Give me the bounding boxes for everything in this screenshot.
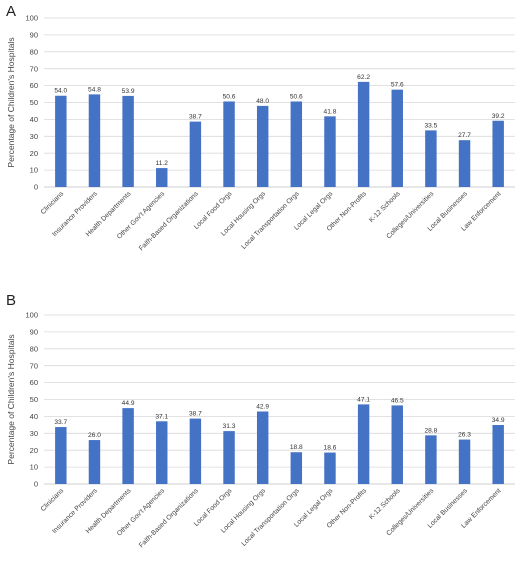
y-tick-label: 70 [30,64,38,73]
data-label: 62.2 [357,74,370,81]
bar [156,168,168,187]
data-label: 33.7 [54,419,67,426]
bar [122,95,134,187]
data-label: 48.0 [256,98,269,105]
y-tick-label: 30 [30,132,38,141]
data-label: 57.6 [391,82,404,89]
y-tick-label: 30 [30,429,38,438]
category-label: Faith-Based Organizations [138,190,200,252]
category-label: K-12 Schools [368,190,402,224]
data-label: 38.7 [189,411,202,418]
data-label: 38.7 [189,114,202,121]
bar [458,140,471,187]
y-tick-label: 10 [30,463,38,472]
data-label: 44.9 [122,400,135,407]
bar [223,431,235,484]
bar [122,408,134,484]
y-tick-label: 10 [30,166,38,175]
bar [425,130,437,187]
bar [223,101,235,187]
y-tick-label: 60 [30,81,38,90]
category-label: Clinicians [40,190,66,216]
bar [492,120,504,187]
y-axis-label: Percentage of Children's Hospitals [6,334,16,464]
data-label: 31.3 [223,423,236,430]
data-label: 54.8 [88,86,101,93]
bar [458,439,471,484]
bar [425,435,437,484]
y-tick-label: 60 [30,378,38,387]
y-tick-label: 0 [34,183,38,192]
y-tick-label: 100 [25,14,38,23]
data-label: 11.2 [156,160,169,167]
bar [256,105,269,187]
bar [391,405,403,484]
bar [88,94,101,187]
y-tick-label: 80 [30,47,38,56]
category-label: Local Transportation Orgs [240,190,301,251]
category-label: Local Transportation Orgs [240,487,301,548]
bar [357,404,370,484]
category-label: Clinicians [40,487,66,513]
y-tick-label: 40 [30,115,38,124]
y-tick-label: 70 [30,361,38,370]
chart-panel-b: B 0 10 20 30 40 50 60 70 80 90 100 Percentage of Chi… [6,292,515,549]
bar [189,418,202,484]
bar [156,421,168,484]
panel-label: B [6,292,16,309]
bar [55,427,67,484]
bar [492,425,504,484]
bar [290,101,303,187]
bar [324,452,336,484]
data-label: 54.0 [54,88,67,95]
y-tick-label: 20 [30,446,38,455]
data-label: 50.6 [290,93,303,100]
panel-label: A [6,3,16,20]
bar [391,89,403,187]
data-label: 18.8 [290,444,303,451]
data-label: 18.6 [324,445,337,452]
data-label: 46.5 [391,397,404,404]
category-label: K-12 Schools [368,487,402,521]
bar [189,121,202,187]
y-tick-label: 90 [30,328,38,337]
data-label: 33.5 [424,122,437,129]
y-axis-label: Percentage of Children's Hospitals [6,37,16,167]
y-tick-label: 80 [30,344,38,353]
chart-panel-a: A 0 10 20 30 40 50 60 70 80 90 100 Percentage of Chi… [6,3,515,252]
data-label: 47.1 [357,396,370,403]
bar [357,81,370,187]
y-tick-label: 50 [30,98,38,107]
category-label: Faith-Based Organizations [138,487,200,549]
bar [88,440,101,484]
data-label: 26.3 [458,432,471,439]
y-tick-label: 50 [30,395,38,404]
y-tick-label: 90 [30,31,38,40]
data-label: 53.9 [122,88,135,95]
data-label: 27.7 [458,132,471,139]
data-label: 26.0 [88,432,101,439]
data-label: 50.6 [223,93,236,100]
y-tick-label: 40 [30,412,38,421]
y-tick-label: 20 [30,149,38,158]
y-tick-label: 100 [25,311,38,320]
bar [256,411,269,484]
data-label: 39.2 [492,113,505,120]
data-label: 28.8 [424,427,437,434]
data-label: 42.9 [256,403,269,410]
bar [55,95,67,187]
y-tick-label: 0 [34,480,38,489]
bar [290,452,303,484]
data-label: 37.1 [155,413,168,420]
data-label: 41.8 [324,108,337,115]
bar [324,116,336,187]
data-label: 34.9 [492,417,505,424]
